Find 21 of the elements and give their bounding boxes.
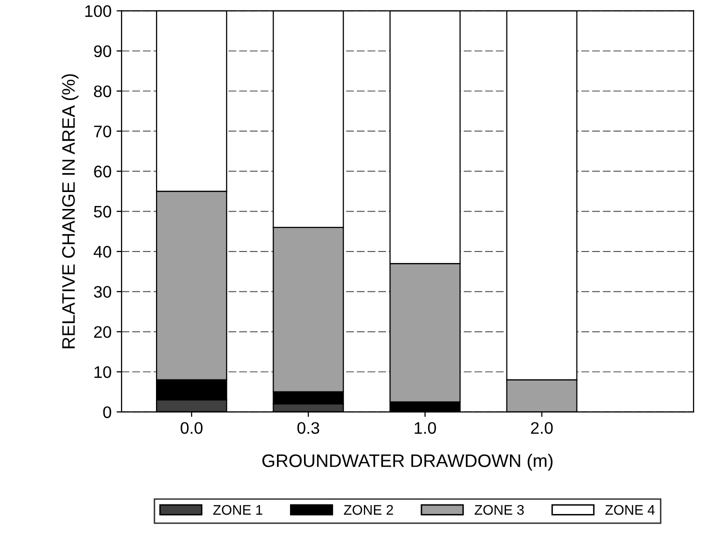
- x-axis-title: GROUNDWATER DRAWDOWN (m): [262, 454, 553, 471]
- legend-label: ZONE 1: [213, 505, 262, 515]
- legend-label: ZONE 3: [474, 505, 524, 515]
- y-tick-label: 100: [85, 5, 112, 18]
- y-tick-label: 10: [94, 366, 112, 378]
- y-tick-label: 90: [94, 45, 112, 58]
- y-tick-label: 20: [94, 326, 112, 338]
- legend-label: ZONE 2: [344, 505, 393, 515]
- x-tick-label: 2.0: [531, 422, 553, 434]
- x-tick-label: 0.3: [297, 422, 320, 434]
- x-tick-label: 0.0: [180, 422, 203, 434]
- y-tick-label: 0: [103, 406, 112, 418]
- y-axis-title: RELATIVE CHANGE IN AREA (%): [62, 74, 78, 348]
- x-tick-label: 1.0: [414, 422, 436, 434]
- y-tick-label: 60: [94, 166, 112, 178]
- y-tick-label: 30: [94, 286, 112, 298]
- y-tick-label: 70: [94, 126, 112, 138]
- y-tick-label: 50: [94, 206, 112, 218]
- y-tick-label: 80: [94, 85, 112, 98]
- y-tick-label: 40: [94, 246, 112, 258]
- legend-label: ZONE 4: [605, 505, 655, 515]
